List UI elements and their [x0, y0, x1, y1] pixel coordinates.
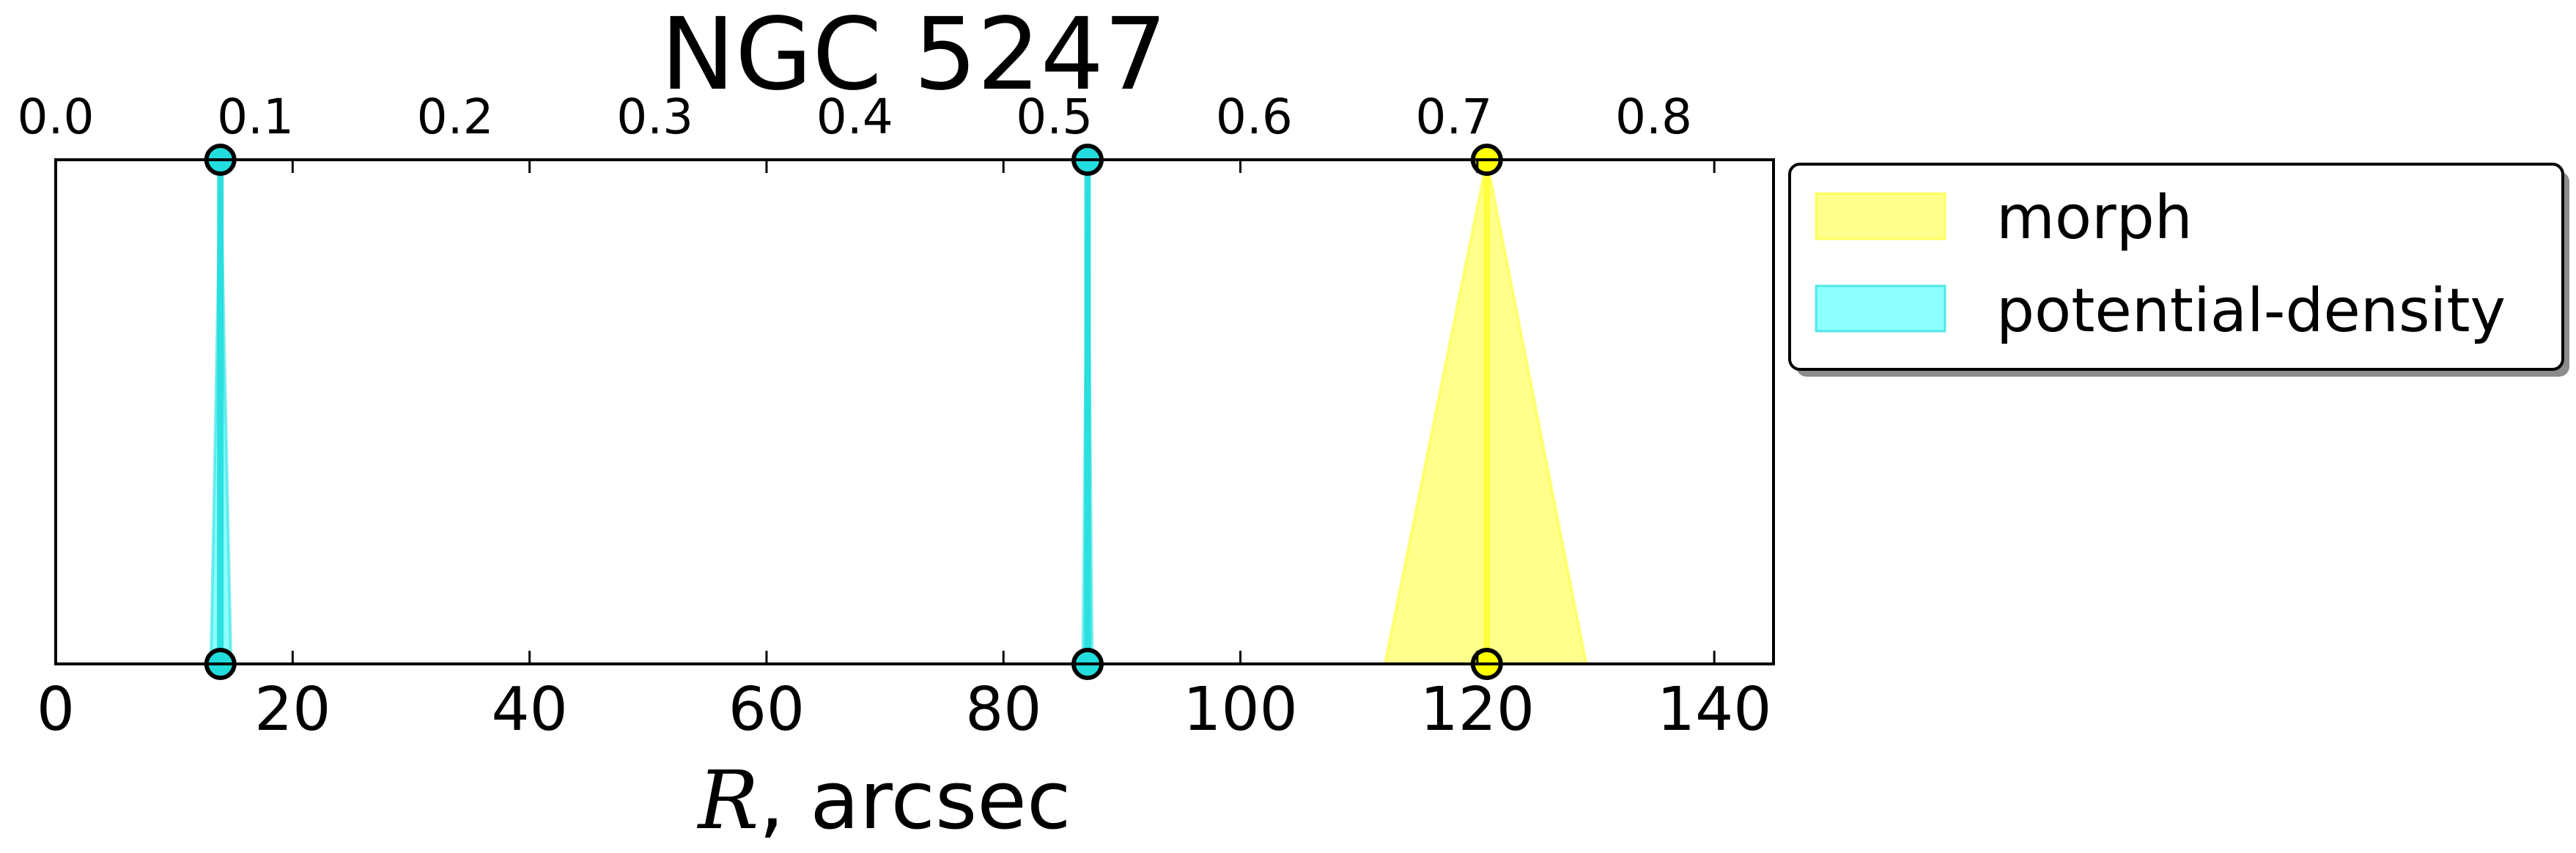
- legend-label-potential-density: potential-density: [1996, 276, 2506, 346]
- x-tick-label: 100: [1183, 675, 1298, 745]
- top-x-tick-label: 0.4: [816, 89, 893, 145]
- x-tick-label: 80: [965, 675, 1041, 745]
- top-x-tick-label: 0.7: [1415, 89, 1492, 145]
- top-x-tick-label: 0.3: [616, 89, 693, 145]
- top-x-tick-label: 0.2: [417, 89, 494, 145]
- x-tick-label: 40: [491, 675, 567, 745]
- x-tick-label: 120: [1420, 675, 1535, 745]
- x-axis-label: R, arcsec: [697, 753, 1071, 847]
- top-x-tick-label: 0.5: [1016, 89, 1093, 145]
- legend-label-morph: morph: [1996, 183, 2193, 253]
- x-tick-label: 20: [254, 675, 331, 745]
- legend-box: [1788, 163, 2564, 371]
- plot-bands: [204, 144, 1589, 680]
- legend-swatch-morph: [1815, 192, 1946, 240]
- top-x-tick-label: 0.0: [18, 89, 95, 145]
- legend: morph potential-density: [1788, 163, 2569, 377]
- bottom-axis: 0 20 40 60 80 100 120 140: [37, 160, 1772, 745]
- top-x-tick-label: 0.8: [1615, 89, 1692, 145]
- top-x-tick-label: 0.1: [217, 89, 294, 145]
- x-tick-label: 140: [1657, 675, 1772, 745]
- chart-title: NGC 5247: [660, 0, 1167, 113]
- x-tick-label: 60: [728, 675, 805, 745]
- legend-swatch-potential-density: [1815, 284, 1946, 333]
- x-tick-label: 0: [37, 675, 75, 745]
- top-axis: 0.0 0.1 0.2 0.3 0.4 0.5 0.6 0.7 0.8: [18, 89, 1692, 145]
- plot-frame: [54, 158, 1775, 665]
- x-axis-label-text: , arcsec: [759, 753, 1071, 847]
- top-x-tick-label: 0.6: [1216, 89, 1293, 145]
- x-axis-label-symbol: R: [697, 753, 759, 847]
